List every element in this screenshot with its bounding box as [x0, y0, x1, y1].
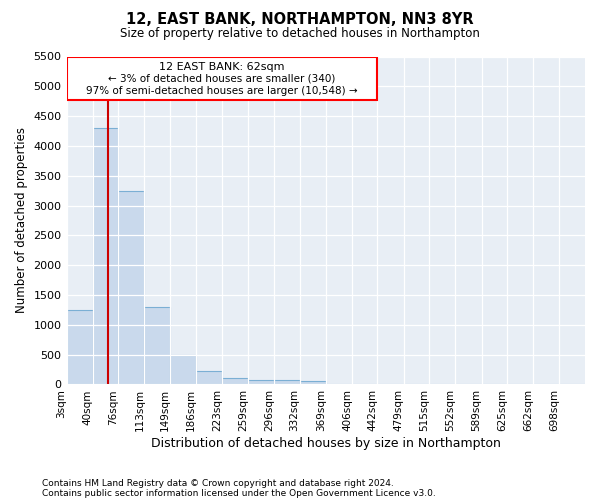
Bar: [93, 128, 118, 384]
Bar: [274, 380, 299, 384]
Bar: [118, 190, 145, 384]
Text: Contains HM Land Registry data © Crown copyright and database right 2024.: Contains HM Land Registry data © Crown c…: [42, 478, 394, 488]
Bar: [145, 307, 170, 384]
Text: 12 EAST BANK: 62sqm: 12 EAST BANK: 62sqm: [159, 62, 285, 72]
Text: 97% of semi-detached houses are larger (10,548) →: 97% of semi-detached houses are larger (…: [86, 86, 358, 96]
X-axis label: Distribution of detached houses by size in Northampton: Distribution of detached houses by size …: [151, 437, 501, 450]
Text: Size of property relative to detached houses in Northampton: Size of property relative to detached ho…: [120, 28, 480, 40]
Text: Contains public sector information licensed under the Open Government Licence v3: Contains public sector information licen…: [42, 488, 436, 498]
Bar: [248, 380, 274, 384]
Bar: [196, 370, 223, 384]
Text: ← 3% of detached houses are smaller (340): ← 3% of detached houses are smaller (340…: [109, 74, 335, 84]
Y-axis label: Number of detached properties: Number of detached properties: [15, 128, 28, 314]
Bar: [67, 57, 377, 100]
Bar: [299, 382, 326, 384]
Text: 12, EAST BANK, NORTHAMPTON, NN3 8YR: 12, EAST BANK, NORTHAMPTON, NN3 8YR: [126, 12, 474, 28]
Bar: [223, 378, 248, 384]
Bar: [170, 354, 196, 384]
Bar: [67, 310, 93, 384]
